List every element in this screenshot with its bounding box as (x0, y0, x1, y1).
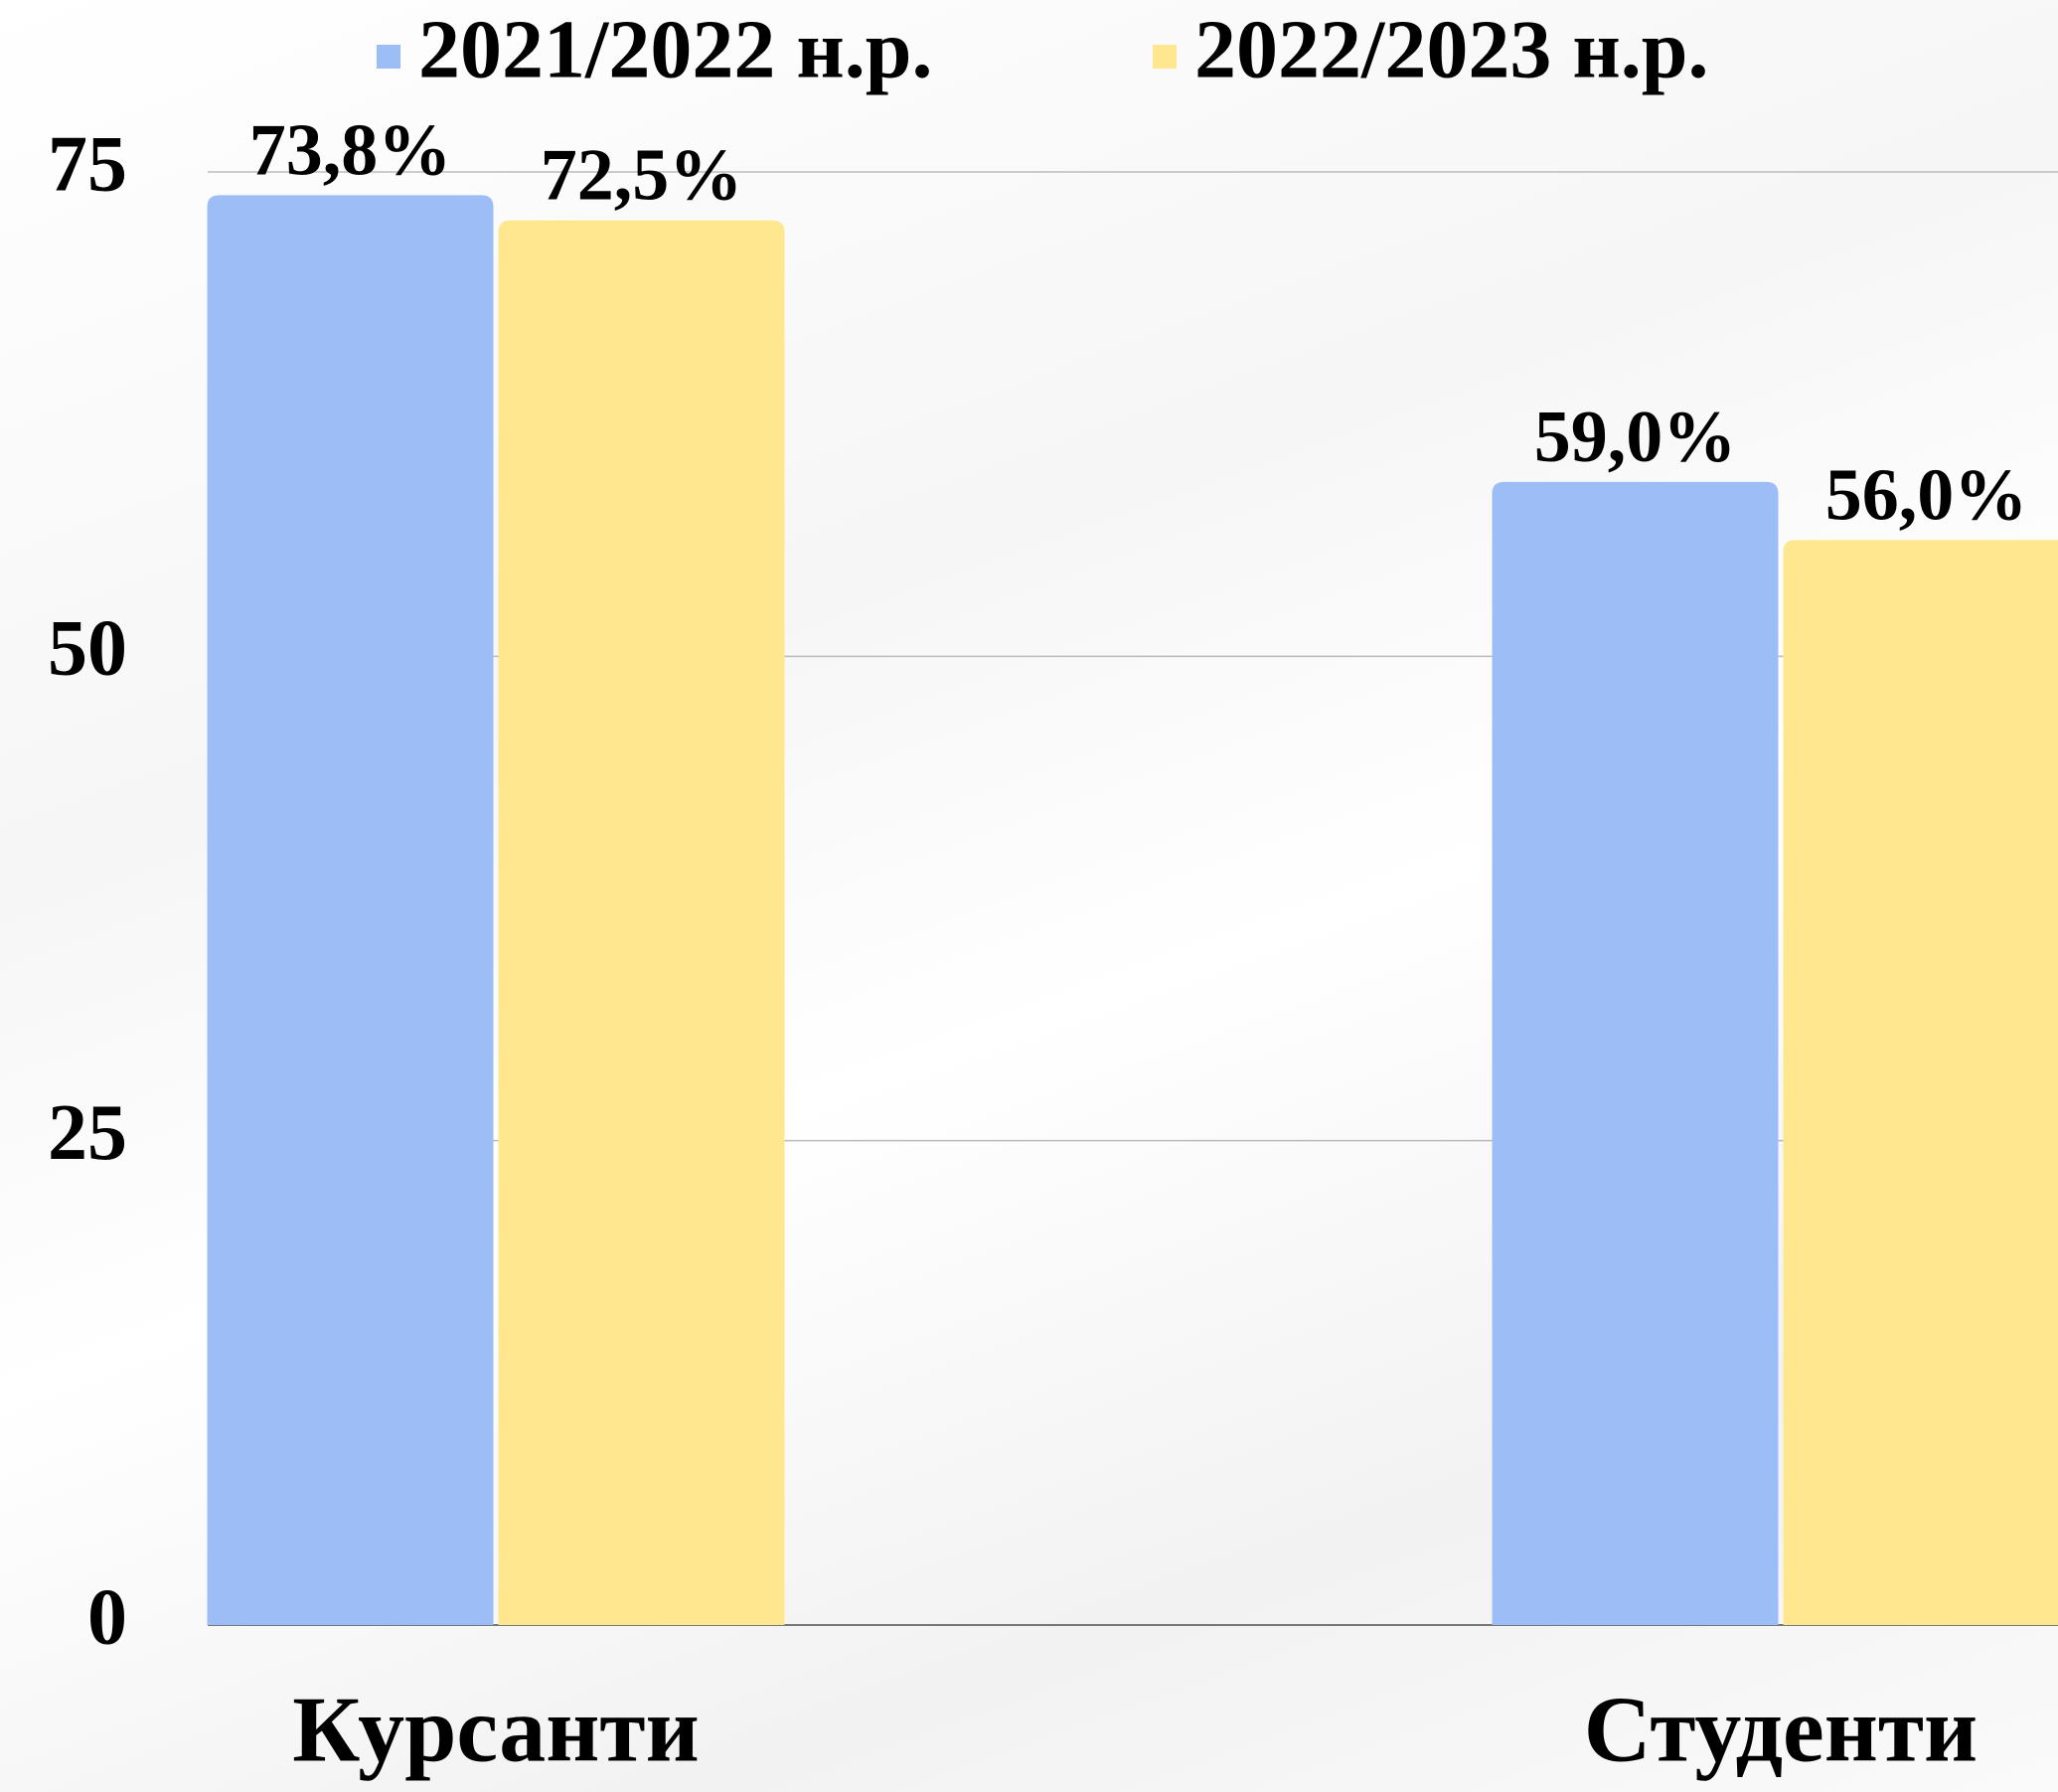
legend-swatch (1153, 45, 1177, 69)
x-tick-label: Студенти (1584, 1679, 1978, 1782)
bar (1783, 540, 2058, 1625)
legend-label: 2022/2023 н.р. (1194, 3, 1708, 95)
legend-swatch (377, 45, 400, 69)
legend-label: 2021/2022 н.р. (418, 3, 932, 95)
bar (207, 195, 494, 1626)
y-tick-label: 0 (87, 1573, 127, 1661)
x-tick-label: Курсанти (292, 1679, 699, 1782)
bar (1492, 481, 1779, 1626)
bar (498, 220, 785, 1625)
y-tick-label: 75 (48, 120, 127, 208)
data-label: 73,8% (249, 109, 452, 191)
y-tick-label: 25 (48, 1089, 127, 1177)
y-tick-label: 50 (48, 605, 127, 693)
data-label: 72,5% (541, 135, 743, 217)
data-label: 56,0% (1825, 454, 2028, 536)
data-label: 59,0% (1534, 397, 1737, 478)
